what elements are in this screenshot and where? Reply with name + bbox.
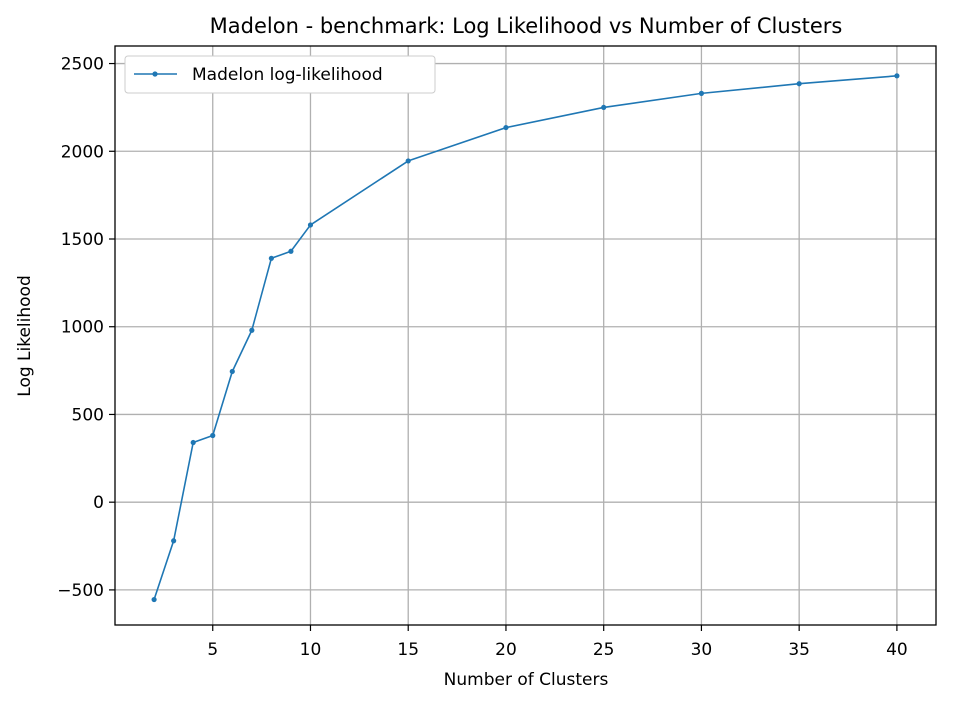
data-point [288,248,294,254]
y-axis-label: Log Likelihood [15,275,35,396]
y-tick-label: 500 [72,405,104,425]
x-tick-label: 30 [691,640,713,660]
x-tick-label: 40 [886,640,908,660]
data-point [601,104,607,111]
x-tick-label: 15 [397,640,419,660]
data-point [405,158,411,164]
y-tick-label: 2500 [61,55,104,75]
data-point [249,327,255,333]
data-point [171,538,177,544]
x-tick-label: 20 [495,640,517,660]
data-point [190,439,196,446]
chart-title: Madelon - benchmark: Log Likelihood vs N… [210,14,843,38]
data-point [229,368,235,375]
data-point [503,124,509,131]
grid-lines [115,46,936,625]
data-point [698,90,705,96]
x-axis-label: Number of Clusters [444,670,609,690]
legend-series-marker [152,71,158,77]
x-tick-label: 10 [300,640,322,660]
data-point [151,596,157,603]
data-point [894,73,900,79]
y-tick-label: 1500 [61,230,104,250]
y-tick-label: 1000 [61,318,104,338]
data-point [268,255,274,261]
legend-series-label: Madelon log-likelihood [192,65,383,85]
series-line [153,75,897,600]
x-tick-label: 25 [593,640,615,660]
y-tick-label: −500 [57,581,104,601]
axis-ticks: 5 10 15 20 25 30 35 40 −500 0 500 1000 1500 2000 2500 [57,55,907,660]
legend: Madelon log-likelihood [124,55,436,94]
series-layer [151,73,900,603]
x-tick-label: 35 [788,640,810,660]
legend-box [124,55,436,94]
y-tick-label: 2000 [61,142,104,162]
data-point [307,222,314,228]
plot-frame [114,45,937,626]
data-point [796,81,802,87]
y-tick-label: 0 [93,493,104,513]
x-tick-label: 5 [207,640,218,660]
data-point [210,432,216,439]
